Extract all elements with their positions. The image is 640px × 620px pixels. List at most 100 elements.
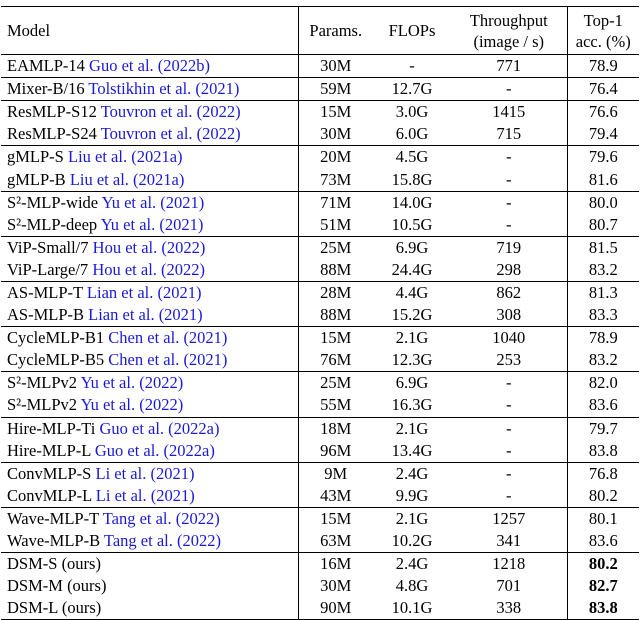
flops-cell: 4.8G [395, 576, 429, 596]
citation: (ours) [61, 554, 101, 574]
table-row: DSM-M (ours) 30M 4.8G 701 82.7 [1, 575, 639, 598]
params-cell: 15M [320, 508, 352, 528]
params-cell: 55M [320, 395, 352, 415]
model-name: ResMLP-S12 [7, 102, 97, 122]
params-cell: 76M [320, 350, 352, 370]
throughput-cell: 253 [496, 350, 522, 370]
params-cell: 63M [320, 531, 352, 551]
model-name: Hire-MLP-Ti [7, 418, 96, 438]
header-cell: FLOPs [373, 6, 451, 55]
throughput-cell: - [506, 79, 512, 99]
row-group: ConvMLP-S Li et al. (2021) 9M 2.4G -76.8 Con… [1, 462, 639, 508]
model-name: CycleMLP-B1 [7, 328, 105, 348]
model-cell: DSM-S (ours) [1, 552, 299, 576]
throughput-cell: - [506, 418, 512, 438]
model-cell: Mixer-B/16 Tolstikhin et al. (2021) [1, 77, 299, 101]
model-name: Wave-MLP-T [7, 508, 99, 528]
model-cell: EAMLP-14 Guo et al. (2022b) [1, 54, 299, 78]
flops-cell: 2.4G [395, 554, 429, 574]
top1-cell: 80.2 [566, 484, 639, 508]
params-cell: 30M [320, 576, 352, 596]
throughput-cell: 1040 [492, 328, 526, 348]
top1-cell: 79.4 [566, 123, 639, 146]
model-name: ViP-Small/7 [7, 237, 89, 257]
params-cell: 18M [320, 418, 352, 438]
table-row: Hire-MLP-Ti Guo et al. (2022a) 18M 2.1G - 79… [1, 417, 639, 440]
model-cell: CycleMLP-B5 Chen et al. (2021) [1, 349, 299, 372]
citation: Li et al. (2021) [95, 463, 195, 483]
model-name: ConvMLP-S [7, 463, 92, 483]
citation: Guo et al. (2022a) [94, 440, 215, 460]
table-row: CycleMLP-B5 Chen et al. (2021) 76M 12.3G 25… [1, 349, 639, 372]
model-cell: S²-MLP-deep Yu et al. (2021) [1, 213, 299, 237]
citation: Touvron et al. (2022) [100, 102, 241, 122]
flops-cell: 15.8G [391, 169, 433, 189]
table-row: gMLP-B Liu et al. (2021a) 73M 15.8G - 81.6 [1, 168, 639, 192]
top1-cell: 81.6 [566, 168, 639, 192]
header-line: Top-1 [583, 10, 623, 30]
table-row: DSM-S (ours) 16M 2.4G 1218 80.2 [1, 552, 639, 576]
table-row: S²-MLPv2 Yu et al. (2022) 25M 6.9G - 82.0 [1, 371, 639, 395]
top1-cell: 83.2 [566, 258, 639, 282]
citation: Li et al. (2021) [95, 485, 195, 505]
params-cell: 43M [320, 485, 352, 505]
params-cell: 9M [324, 463, 348, 483]
row-group: S²-MLP-wide Yu et al. (2021) 71M 14.0G - 80.… [1, 191, 639, 237]
params-cell: 51M [320, 214, 352, 234]
header-line: (image / s) [473, 31, 545, 51]
params-cell: 16M [320, 554, 352, 574]
top1-cell: 81.5 [566, 236, 639, 259]
throughput-cell: - [506, 192, 512, 212]
flops-cell: 16.3G [391, 395, 433, 415]
params-cell: 73M [320, 169, 352, 189]
table-row: ViP-Large/7 Hou et al. (2022) 88M 24.4G 298… [1, 258, 639, 282]
throughput-cell: 862 [496, 282, 522, 302]
throughput-cell: - [506, 373, 512, 393]
params-cell: 20M [320, 147, 352, 167]
model-name: Mixer-B/16 [7, 79, 85, 99]
table-row: Hire-MLP-L Guo et al. (2022a) 96M 13.4G - 83… [1, 439, 639, 463]
throughput-cell: - [506, 485, 512, 505]
params-cell: 88M [320, 305, 352, 325]
model-cell: ConvMLP-L Li et al. (2021) [1, 484, 299, 508]
table-row: ConvMLP-L Li et al. (2021) 43M 9.9G - 80.2 [1, 484, 639, 508]
row-group: EAMLP-14 Guo et al. (2022b) 30M - 771 78.9 [1, 54, 639, 78]
model-cell: S²-MLPv2 Yu et al. (2022) [1, 394, 299, 417]
model-cell: S²-MLP-wide Yu et al. (2021) [1, 191, 299, 214]
model-name: DSM-L [7, 598, 58, 618]
throughput-cell: - [506, 395, 512, 415]
model-name: CycleMLP-B5 [7, 350, 105, 370]
flops-cell: 13.4G [391, 440, 433, 460]
model-cell: Wave-MLP-B Tang et al. (2022) [1, 529, 299, 553]
params-cell: 96M [320, 440, 352, 460]
table-row: ResMLP-S24 Touvron et al. (2022) 30M 6.0G 7… [1, 123, 639, 146]
citation: Yu et al. (2021) [101, 192, 205, 212]
row-group: Wave-MLP-T Tang et al. (2022) 15M 2.1G 1257… [1, 507, 639, 553]
params-cell: 28M [320, 282, 352, 302]
citation: Guo et al. (2022a) [99, 418, 220, 438]
params-cell: 59M [320, 79, 352, 99]
model-name: S²-MLPv2 [7, 395, 78, 415]
table-row: S²-MLPv2 Yu et al. (2022) 55M 16.3G - 83.6 [1, 394, 639, 417]
model-name: ViP-Large/7 [7, 259, 89, 279]
row-group: Mixer-B/16 Tolstikhin et al. (2021) 59M 12… [1, 77, 639, 101]
citation: Yu et al. (2022) [80, 373, 184, 393]
citation: Chen et al. (2021) [108, 350, 228, 370]
params-cell: 25M [320, 373, 352, 393]
citation: Tolstikhin et al. (2021) [88, 79, 240, 99]
model-name: Wave-MLP-B [7, 531, 101, 551]
citation: Tang et al. (2022) [102, 508, 220, 528]
header-line: Throughput [469, 10, 548, 30]
top1-cell: 76.8 [566, 462, 639, 485]
model-name: DSM-S [7, 554, 58, 574]
flops-cell: 6.9G [395, 373, 429, 393]
top1-cell: 83.8 [566, 439, 639, 463]
model-name: S²-MLP-deep [7, 214, 98, 234]
citation: (ours) [67, 576, 107, 596]
throughput-cell: 719 [496, 237, 522, 257]
model-cell: ConvMLP-S Li et al. (2021) [1, 462, 299, 485]
top1-cell: 80.0 [566, 191, 639, 214]
top1-cell: 80.1 [566, 507, 639, 530]
throughput-cell: - [506, 214, 512, 234]
top1-cell: 82.0 [566, 371, 639, 395]
